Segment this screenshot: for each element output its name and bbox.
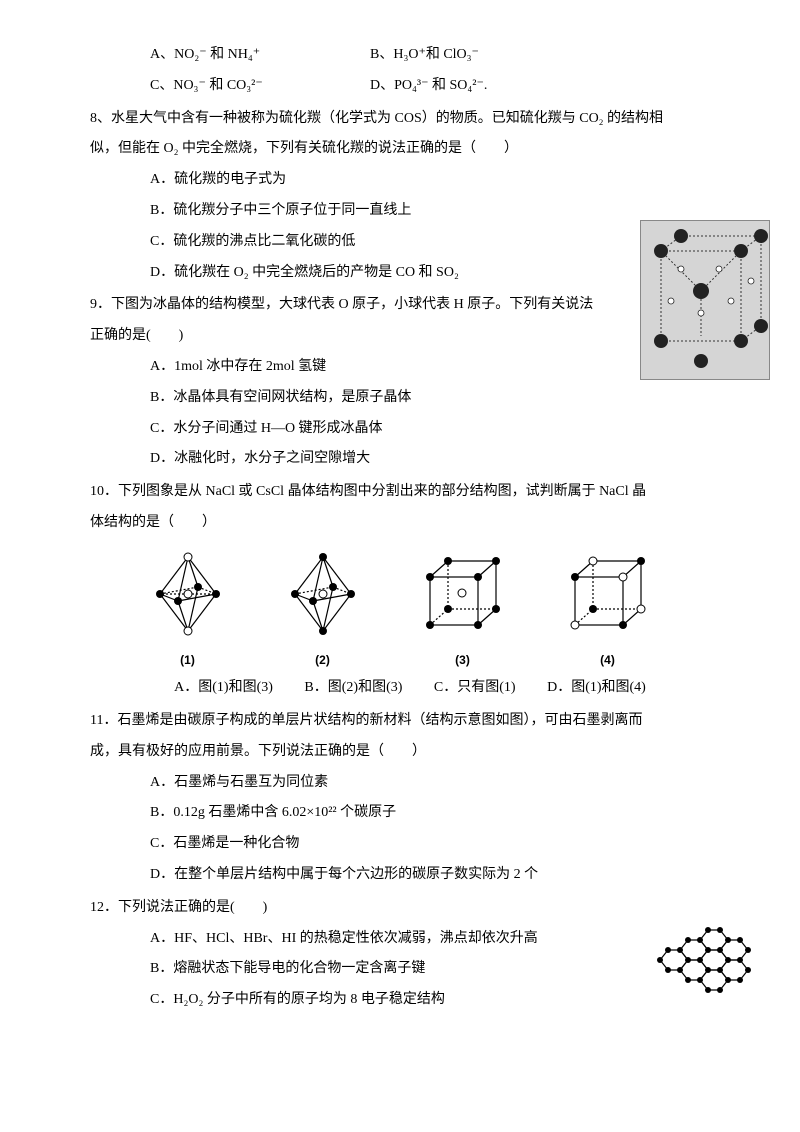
- q11-stem-2: 成，具有极好的应用前景。下列说法正确的是（ ）: [90, 737, 710, 768]
- q11-option-c: C．石墨烯是一种化合物: [150, 829, 710, 860]
- q12-option-b: B．熔融状态下能导电的化合物一定含离子键: [150, 954, 710, 985]
- q10-option-d: D．图(1)和图(4): [547, 680, 646, 695]
- q10-option-c: C．只有图(1): [434, 680, 516, 695]
- q7-option-c: C、NO₃⁻ 和 CO₃²⁻: [150, 71, 370, 102]
- q9-option-a: A．1mol 冰中存在 2mol 氢键: [150, 352, 710, 383]
- q10-option-b: B．图(2)和图(3): [304, 680, 402, 695]
- ice-crystal-figure: [640, 220, 770, 380]
- q11-stem-1: 11．石墨烯是由碳原子构成的单层片状结构的新材料（结构示意图如图），可由石墨剥离…: [90, 706, 710, 737]
- q9-stem-2: 正确的是( ): [90, 321, 710, 352]
- q8-option-c: C．硫化羰的沸点比二氧化碳的低: [150, 227, 710, 258]
- q7-option-b: B、H₃O⁺和 ClO₃⁻: [370, 40, 479, 71]
- q12-stem: 12．下列说法正确的是( ): [90, 893, 710, 924]
- q7-option-d: D、PO₄³⁻ 和 SO₄²⁻.: [370, 71, 487, 102]
- diagram-1: (1): [148, 549, 228, 673]
- q12-option-a: A．HF、HCl、HBr、HI 的热稳定性依次减弱，沸点却依次升高: [150, 924, 710, 955]
- q8-option-d: D．硫化羰在 O₂ 中完全燃烧后的产物是 CO 和 SO₂: [150, 258, 710, 289]
- diagram-4-label: (4): [563, 647, 653, 673]
- q9-option-c: C．水分子间通过 H—O 键形成冰晶体: [150, 414, 710, 445]
- diagram-2-label: (2): [283, 647, 363, 673]
- q10-stem-1: 10．下列图象是从 NaCl 或 CsCl 晶体结构图中分割出来的部分结构图，试…: [90, 477, 710, 508]
- q9-option-b: B．冰晶体具有空间网状结构，是原子晶体: [150, 383, 710, 414]
- q8-stem-2: 似，但能在 O₂ 中完全燃烧，下列有关硫化羰的说法正确的是（ ）: [90, 134, 710, 165]
- q9-option-d: D．冰融化时，水分子之间空隙增大: [150, 444, 710, 475]
- q10-option-a: A．图(1)和图(3): [174, 680, 273, 695]
- graphene-figure: [640, 925, 760, 1005]
- diagram-1-label: (1): [148, 647, 228, 673]
- q11-option-b: B．0.12g 石墨烯中含 6.02×10²² 个碳原子: [150, 798, 710, 829]
- q8-option-b: B．硫化羰分子中三个原子位于同一直线上: [150, 196, 710, 227]
- q10-diagrams: (1) (2): [120, 549, 680, 673]
- q12-option-c: C．H₂O₂ 分子中所有的原子均为 8 电子稳定结构: [150, 985, 710, 1016]
- q10-stem-2: 体结构的是（ ）: [90, 508, 710, 539]
- diagram-2: (2): [283, 549, 363, 673]
- q8-option-a: A．硫化羰的电子式为: [150, 165, 710, 196]
- q8-stem-1: 8、水星大气中含有一种被称为硫化羰（化学式为 COS）的物质。已知硫化羰与 CO…: [90, 104, 710, 135]
- q9-stem-1: 9．下图为冰晶体的结构模型，大球代表 O 原子，小球代表 H 原子。下列有关说法: [90, 290, 710, 321]
- q7-option-a: A、NO₂⁻ 和 NH₄⁺: [150, 40, 370, 71]
- diagram-4: (4): [563, 549, 653, 673]
- q11-option-d: D．在整个单层片结构中属于每个六边形的碳原子数实际为 2 个: [150, 860, 710, 891]
- diagram-3: (3): [418, 549, 508, 673]
- diagram-3-label: (3): [418, 647, 508, 673]
- q11-option-a: A．石墨烯与石墨互为同位素: [150, 768, 710, 799]
